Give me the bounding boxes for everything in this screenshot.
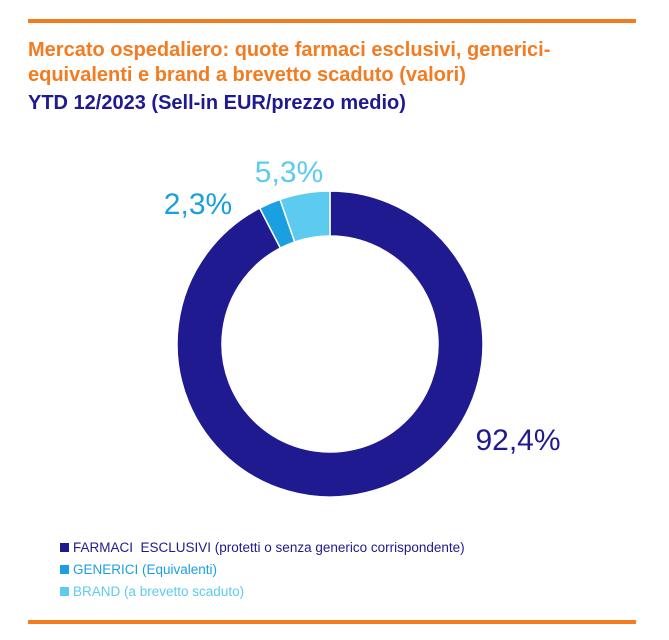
slice-data-label: 5,3%: [255, 156, 323, 189]
legend-swatch: [60, 542, 69, 552]
legend-item: FARMACI ESCLUSIVI (protetti o senza gene…: [60, 536, 465, 558]
chart-subtitle: YTD 12/2023 (Sell-in EUR/prezzo medio): [28, 92, 406, 114]
slice-data-label: 2,3%: [164, 188, 232, 221]
slice-data-label: 92,4%: [475, 424, 560, 457]
donut-slice: [279, 190, 331, 243]
donut-slice: [176, 190, 484, 498]
legend-item: BRAND (a brevetto scaduto): [60, 580, 465, 602]
legend-label: GENERICI (Equivalenti): [73, 561, 218, 577]
legend-label: BRAND (a brevetto scaduto): [73, 583, 245, 599]
chart-title: Mercato ospedaliero: quote farmaci esclu…: [28, 39, 551, 86]
legend-swatch: [60, 586, 69, 596]
legend: FARMACI ESCLUSIVI (protetti o senza gene…: [60, 536, 465, 602]
bottom-rule: [28, 620, 636, 624]
top-rule: [28, 19, 636, 23]
legend-item: GENERICI (Equivalenti): [60, 558, 465, 580]
legend-label: FARMACI ESCLUSIVI (protetti o senza gene…: [73, 539, 465, 555]
legend-swatch: [60, 564, 69, 574]
